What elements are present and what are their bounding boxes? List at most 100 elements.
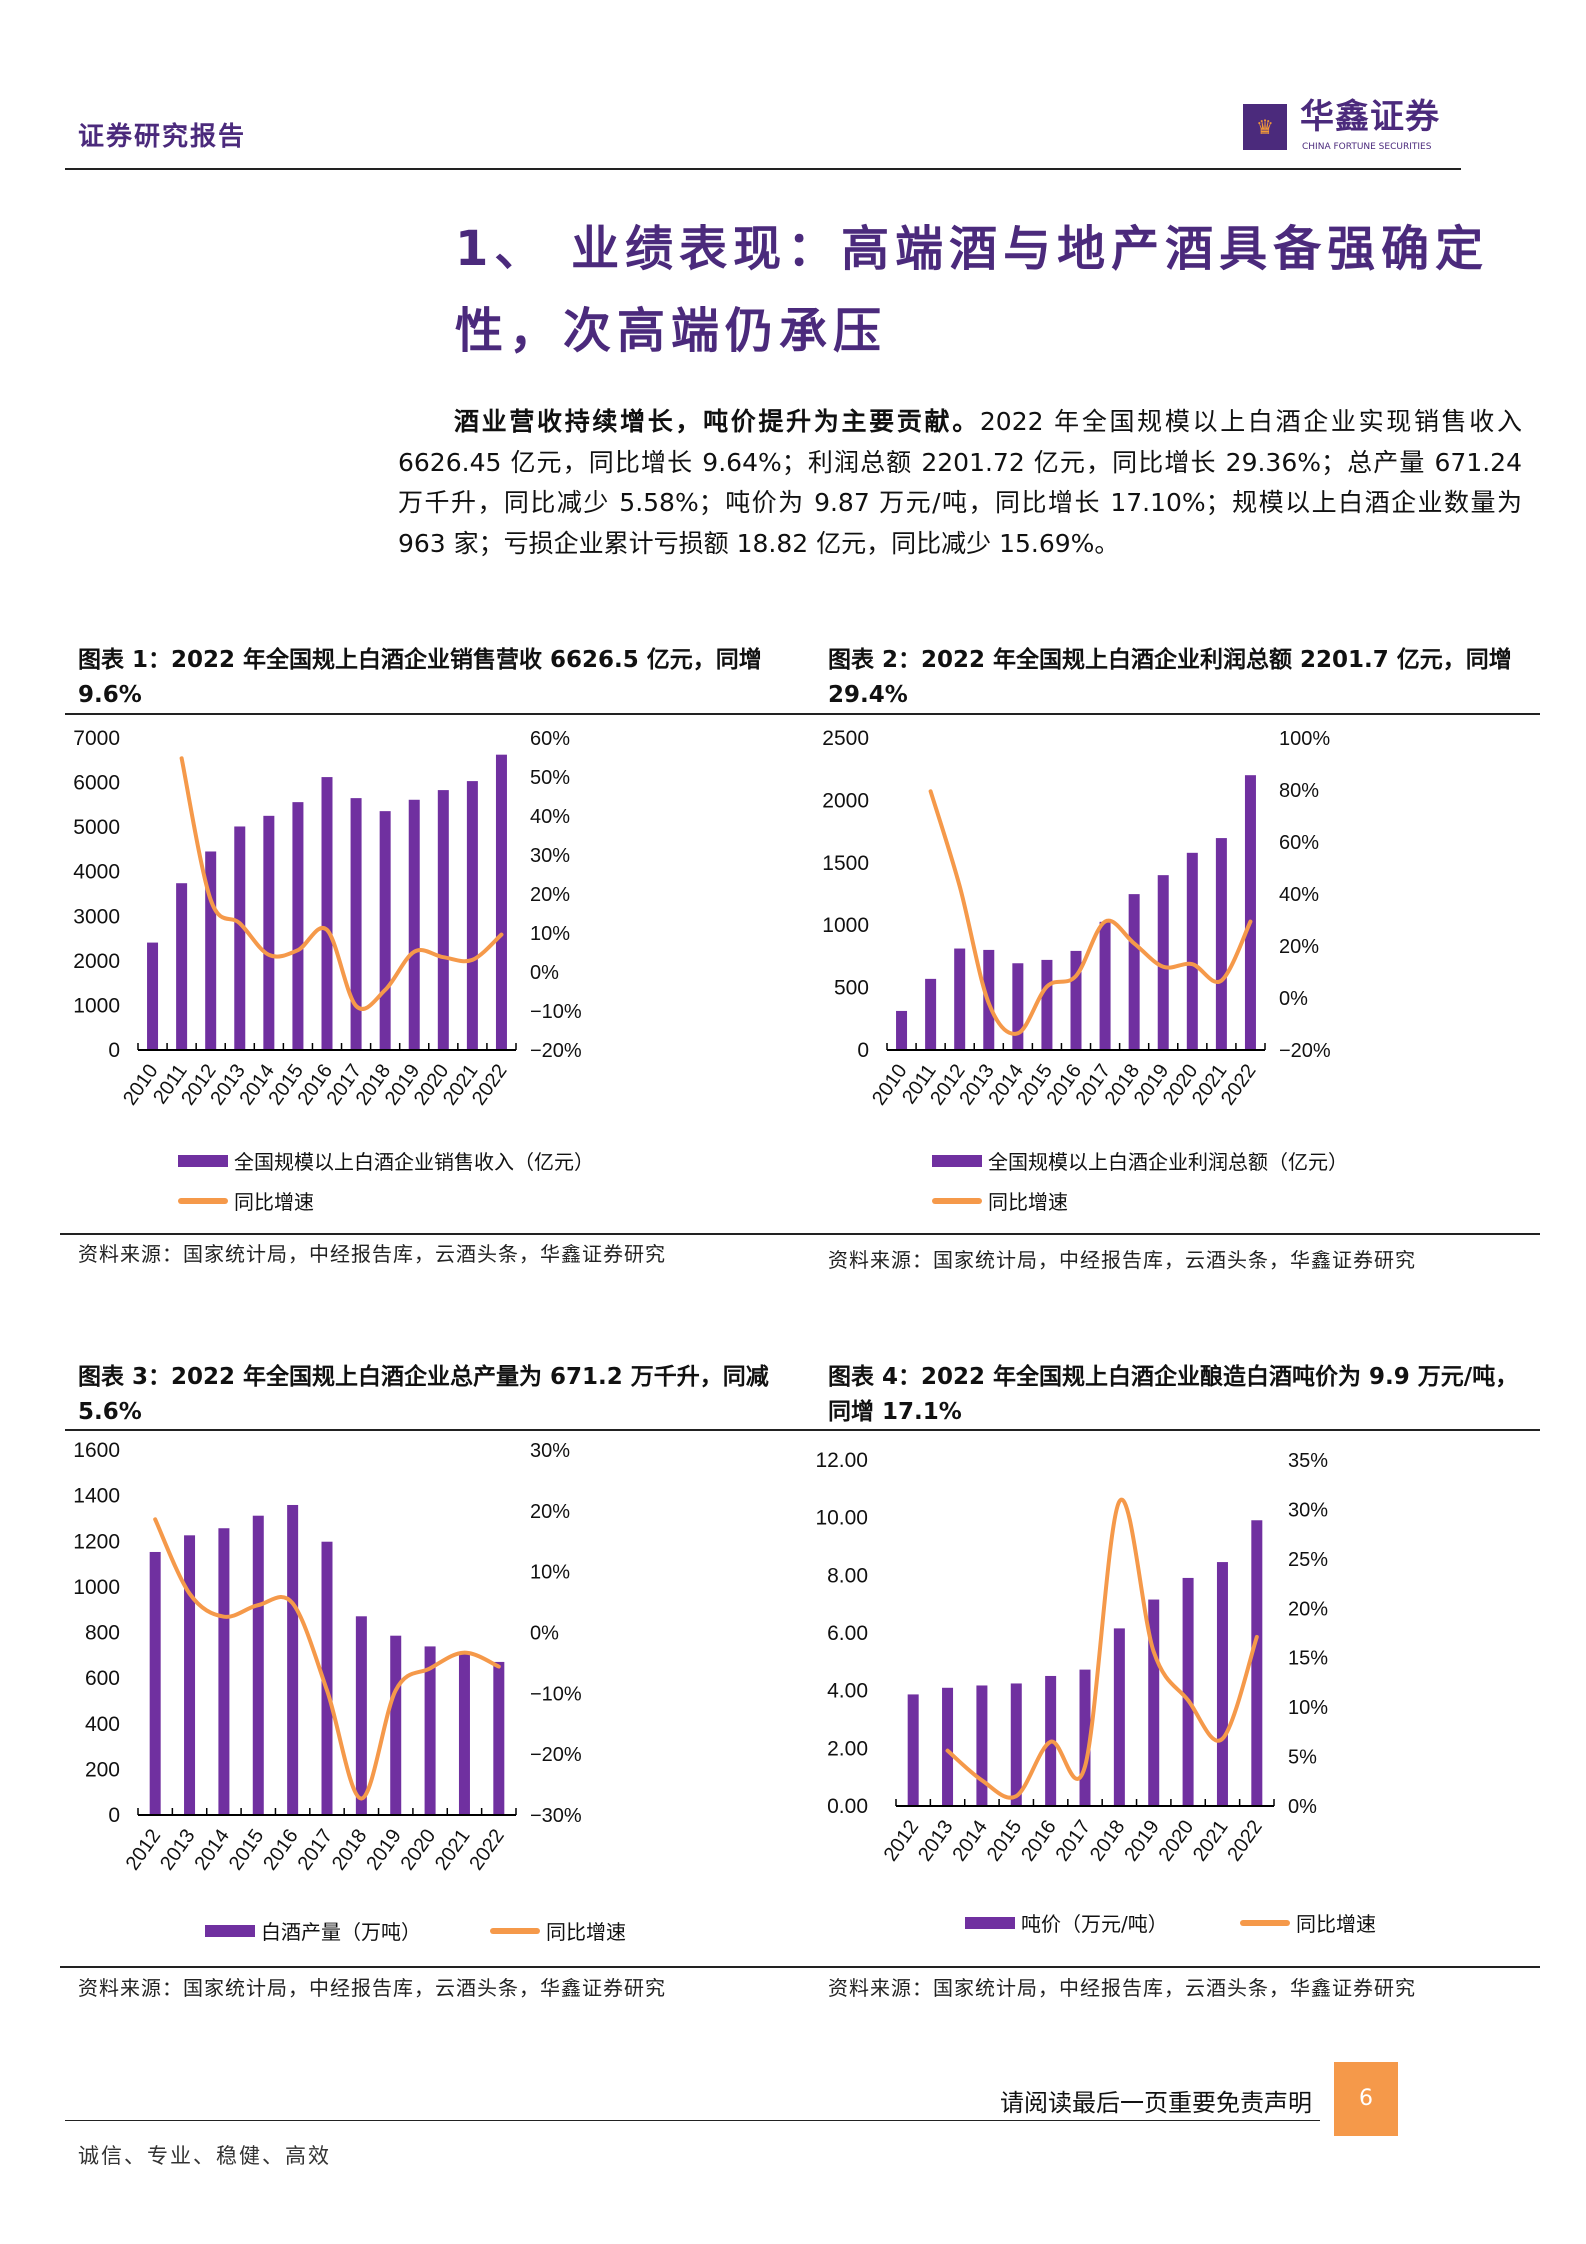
bar-2011 bbox=[176, 883, 188, 1050]
bar-2012 bbox=[907, 1694, 919, 1806]
legend-label: 同比增速 bbox=[988, 1190, 1068, 1214]
x-tick-label: 2018 bbox=[328, 1825, 372, 1874]
y2-tick-label: 80% bbox=[1279, 780, 1319, 802]
source-row-2-divider bbox=[60, 1966, 1540, 1968]
y2-tick-label: −20% bbox=[530, 1744, 582, 1766]
y-tick-label: 1200 bbox=[73, 1530, 120, 1553]
bar-2014 bbox=[218, 1528, 230, 1815]
chart-3-title: 图表 3：2022 年全国规上白酒企业总产量为 671.2 万千升，同减 5.6… bbox=[78, 1364, 769, 1425]
y2-tick-label: 60% bbox=[1279, 832, 1319, 854]
chart-4: 0.00 2.00 4.00 6.00 8.00 10.00 12.00 0% 5% 10% 15%… bbox=[815, 1449, 1328, 1865]
y-tick-label: 1500 bbox=[822, 852, 869, 875]
y-tick-label: 2000 bbox=[73, 950, 120, 973]
bar-2022 bbox=[495, 754, 507, 1050]
bar-2015 bbox=[1041, 959, 1053, 1050]
growth-line bbox=[153, 1517, 501, 1801]
y-tick-label: 0 bbox=[857, 1039, 869, 1062]
bar-2016 bbox=[287, 1504, 299, 1815]
bar-2010 bbox=[896, 1010, 908, 1050]
y-tick-label: 10.00 bbox=[815, 1507, 868, 1530]
bar-2019 bbox=[1148, 1599, 1160, 1806]
y-tick-label: 1000 bbox=[73, 994, 120, 1017]
bar-2016 bbox=[1070, 950, 1082, 1050]
y2-tick-label: 30% bbox=[530, 845, 570, 867]
x-tick-label: 2020 bbox=[397, 1825, 441, 1874]
chart-1-source: 资料来源：国家统计局，中经报告库，云酒头条，华鑫证券研究 bbox=[78, 1242, 666, 1266]
y2-tick-label: 25% bbox=[1288, 1549, 1328, 1571]
y-tick-label: 6000 bbox=[73, 772, 120, 795]
y-tick-label: 7000 bbox=[73, 727, 120, 750]
bar-2013 bbox=[942, 1687, 954, 1806]
legend-swatch-bar bbox=[178, 1154, 228, 1167]
y2-tick-label: 60% bbox=[530, 728, 570, 750]
x-tick-label: 2015 bbox=[225, 1825, 269, 1874]
chart-3-legend-line: 同比增速 bbox=[490, 1916, 626, 1945]
bar-2022 bbox=[493, 1661, 505, 1815]
x-tick-label: 2014 bbox=[948, 1816, 992, 1865]
y-tick-label: 8.00 bbox=[827, 1564, 868, 1587]
bar-2014 bbox=[263, 815, 275, 1050]
x-tick-label: 2015 bbox=[983, 1816, 1027, 1865]
legend-swatch-line bbox=[1240, 1919, 1290, 1926]
chart-2-source: 资料来源：国家统计局，中经报告库，云酒头条，华鑫证券研究 bbox=[828, 1248, 1416, 1272]
x-tick-label: 2022 bbox=[465, 1825, 509, 1874]
bar-2011 bbox=[925, 978, 937, 1050]
legend-swatch-line bbox=[932, 1197, 982, 1204]
logo-icon: ♛ bbox=[1243, 104, 1287, 150]
y-tick-label: 200 bbox=[85, 1758, 120, 1781]
legend-swatch-bar bbox=[932, 1154, 982, 1167]
y2-tick-label: −30% bbox=[530, 1805, 582, 1827]
bar-2017 bbox=[1079, 1669, 1091, 1806]
legend-label: 同比增速 bbox=[546, 1920, 626, 1944]
y2-tick-label: 50% bbox=[530, 767, 570, 789]
chart-1: 0 1000 2000 3000 4000 5000 6000 7000 −20% −10% 0% 1… bbox=[73, 727, 582, 1109]
y-tick-label: 500 bbox=[834, 977, 869, 1000]
bar-2012 bbox=[149, 1551, 161, 1815]
page-number: 6 bbox=[1334, 2062, 1398, 2136]
bar-2022 bbox=[1244, 775, 1256, 1050]
growth-line bbox=[945, 1497, 1259, 1800]
x-tick-label: 2012 bbox=[122, 1825, 166, 1874]
y-tick-label: 4000 bbox=[73, 861, 120, 884]
bar-2012 bbox=[954, 948, 966, 1050]
bar-2017 bbox=[1099, 921, 1111, 1050]
y-tick-label: 4.00 bbox=[827, 1680, 868, 1703]
y2-tick-label: −10% bbox=[530, 1683, 582, 1705]
y2-tick-label: −10% bbox=[530, 1001, 582, 1023]
footer-divider bbox=[65, 2120, 1320, 2121]
y2-tick-label: 5% bbox=[1288, 1747, 1317, 1769]
y-tick-label: 800 bbox=[85, 1622, 120, 1645]
growth-line bbox=[928, 789, 1253, 1036]
legend-label: 全国规模以上白酒企业利润总额（亿元） bbox=[988, 1150, 1348, 1174]
y-tick-label: 6.00 bbox=[827, 1622, 868, 1645]
y-tick-label: 400 bbox=[85, 1713, 120, 1736]
y-tick-label: 1000 bbox=[73, 1576, 120, 1599]
y-tick-label: 1400 bbox=[73, 1485, 120, 1508]
y2-tick-label: 30% bbox=[530, 1440, 570, 1462]
y-tick-label: 2500 bbox=[822, 727, 869, 750]
bar-2012 bbox=[205, 851, 217, 1050]
bar-2019 bbox=[408, 799, 420, 1050]
bar-2020 bbox=[437, 790, 449, 1050]
x-tick-label: 2020 bbox=[1155, 1816, 1199, 1865]
x-tick-label: 2013 bbox=[914, 1816, 958, 1865]
y2-tick-label: 40% bbox=[530, 806, 570, 828]
y2-tick-label: 15% bbox=[1288, 1648, 1328, 1670]
x-tick-label: 2021 bbox=[431, 1825, 475, 1874]
bar-2021 bbox=[1216, 1562, 1228, 1806]
y-tick-label: 2000 bbox=[822, 789, 869, 812]
x-tick-label: 2017 bbox=[294, 1825, 338, 1874]
x-tick-label: 2019 bbox=[1120, 1816, 1164, 1865]
y-tick-label: 5000 bbox=[73, 816, 120, 839]
bar-2018 bbox=[1128, 894, 1140, 1050]
report-type: 证券研究报告 bbox=[78, 122, 247, 152]
y2-tick-label: 20% bbox=[1279, 936, 1319, 958]
legend-label: 吨价（万元/吨） bbox=[1021, 1912, 1168, 1936]
y-tick-label: 0 bbox=[108, 1039, 120, 1062]
y2-tick-label: −20% bbox=[1279, 1040, 1331, 1062]
chart-row-2-divider bbox=[65, 1429, 1540, 1431]
y2-tick-label: 10% bbox=[530, 1562, 570, 1584]
growth-line bbox=[179, 756, 504, 1011]
